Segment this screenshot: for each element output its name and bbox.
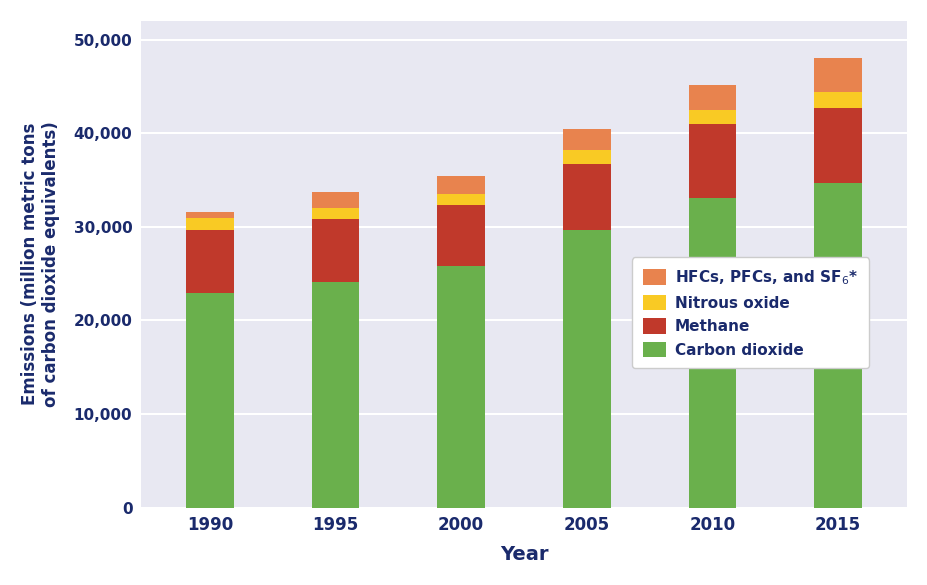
Bar (311, 192, 359, 208)
Bar (311, 219, 359, 282)
Bar (437, 176, 485, 194)
Bar (563, 230, 610, 508)
Bar (813, 92, 861, 108)
Y-axis label: Emissions (million metric tons
of carbon dioxide equivalents): Emissions (million metric tons of carbon… (20, 122, 59, 407)
Legend: HFCs, PFCs, and SF$_6$*, Nitrous oxide, Methane, Carbon dioxide: HFCs, PFCs, and SF$_6$*, Nitrous oxide, … (631, 257, 868, 369)
Bar (688, 124, 735, 198)
Bar (185, 293, 234, 508)
Bar (813, 183, 861, 508)
Bar (563, 150, 610, 164)
X-axis label: Year: Year (499, 545, 548, 564)
Bar (688, 84, 735, 110)
Bar (563, 129, 610, 150)
Bar (813, 58, 861, 92)
Bar (311, 282, 359, 508)
Bar (813, 108, 861, 183)
Bar (185, 218, 234, 230)
Bar (185, 230, 234, 293)
Bar (437, 266, 485, 508)
Bar (563, 164, 610, 230)
Bar (437, 205, 485, 266)
Bar (311, 208, 359, 219)
Bar (688, 198, 735, 508)
Bar (437, 194, 485, 205)
Bar (185, 212, 234, 218)
Bar (688, 110, 735, 124)
